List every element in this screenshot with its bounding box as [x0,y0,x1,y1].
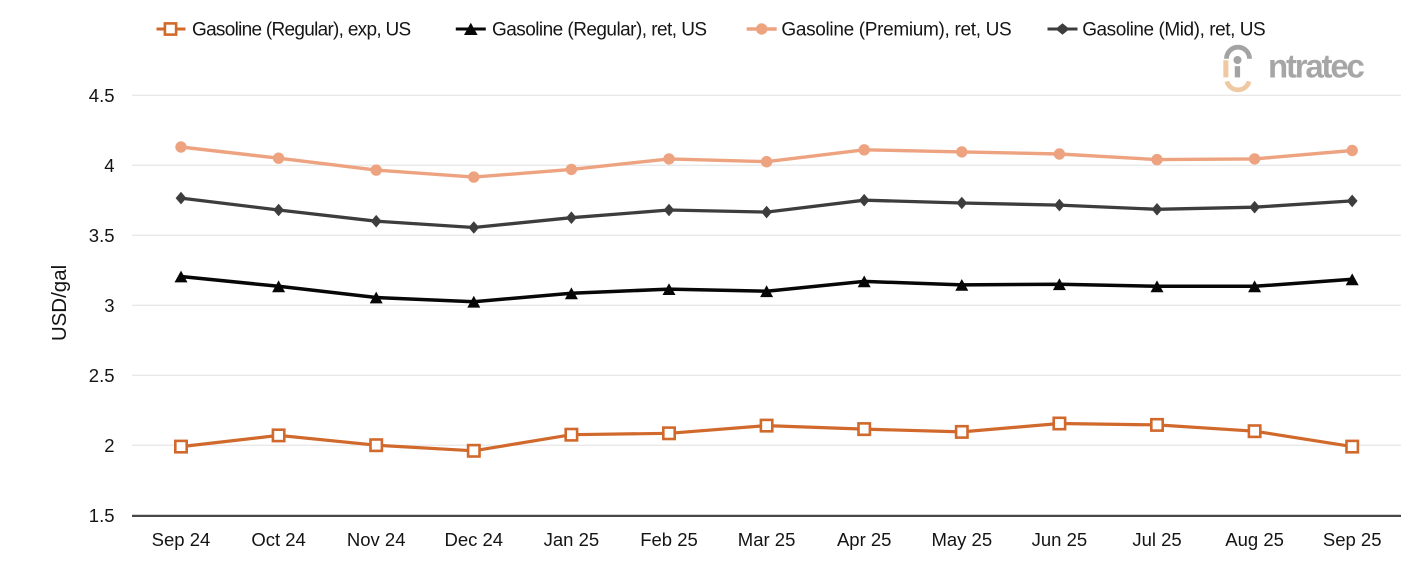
svg-text:Mar 25: Mar 25 [738,529,796,550]
svg-text:Gasoline (Regular), ret, US: Gasoline (Regular), ret, US [492,20,707,41]
svg-text:4: 4 [104,155,114,176]
svg-text:ntratec: ntratec [1268,48,1364,85]
svg-text:2: 2 [104,435,114,456]
svg-text:Jun 25: Jun 25 [1032,529,1088,550]
svg-text:USD/gal: USD/gal [48,265,71,341]
svg-text:May 25: May 25 [931,529,992,550]
svg-text:Sep 24: Sep 24 [152,529,211,550]
svg-text:Aug 25: Aug 25 [1225,529,1284,550]
svg-text:4.5: 4.5 [89,85,115,106]
svg-text:Gasoline (Regular), exp, US: Gasoline (Regular), exp, US [192,20,410,41]
svg-text:2.5: 2.5 [89,365,115,386]
svg-text:Dec 24: Dec 24 [444,529,503,550]
svg-text:Gasoline (Mid), ret, US: Gasoline (Mid), ret, US [1082,20,1265,41]
svg-text:Jul 25: Jul 25 [1132,529,1181,550]
svg-text:Nov 24: Nov 24 [347,529,406,550]
svg-text:Gasoline (Premium), ret, US: Gasoline (Premium), ret, US [781,20,1011,41]
svg-text:3: 3 [104,295,114,316]
svg-text:Oct 24: Oct 24 [251,529,306,550]
svg-text:Apr 25: Apr 25 [837,529,892,550]
svg-text:Jan 25: Jan 25 [544,529,600,550]
svg-text:1.5: 1.5 [89,505,115,526]
svg-text:3.5: 3.5 [89,225,115,246]
svg-text:Sep 25: Sep 25 [1323,529,1382,550]
svg-text:Feb 25: Feb 25 [640,529,698,550]
